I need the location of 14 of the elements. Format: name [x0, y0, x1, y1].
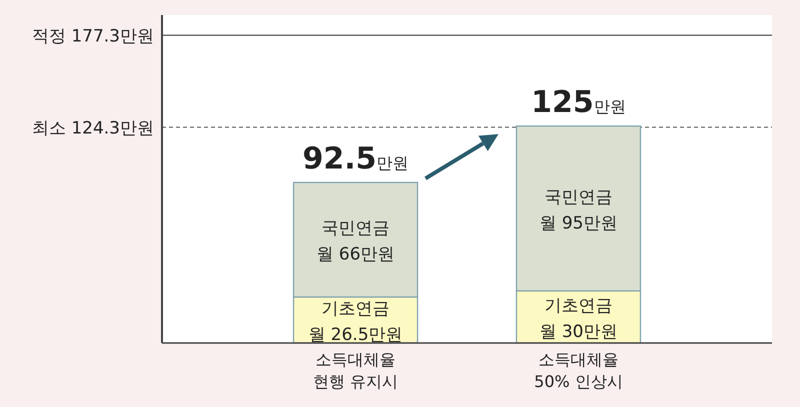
ref-line-label: 최소 124.3만원 [32, 118, 154, 138]
total-label: 125만원 [531, 85, 626, 120]
text: 국민연금 [544, 188, 612, 208]
series-label: 기초연금 [322, 299, 390, 320]
text: 기초연금 [544, 296, 612, 316]
total-label: 92.5만원 [302, 141, 409, 176]
data-label: 월 95만원 [539, 214, 618, 234]
data-label: 월 26.5만원 [308, 325, 403, 346]
data-label: 월 30만원 [539, 322, 618, 342]
x-tick-label: 소득대체율 50% 인상시 [534, 350, 623, 391]
series-label: 국민연금 [322, 218, 390, 239]
ref-line-label: 적정 177.3만원 [32, 26, 154, 46]
x-tick-label: 소득대체율 현행 유지시 [312, 350, 398, 391]
data-label: 월 66만원 [316, 244, 395, 265]
